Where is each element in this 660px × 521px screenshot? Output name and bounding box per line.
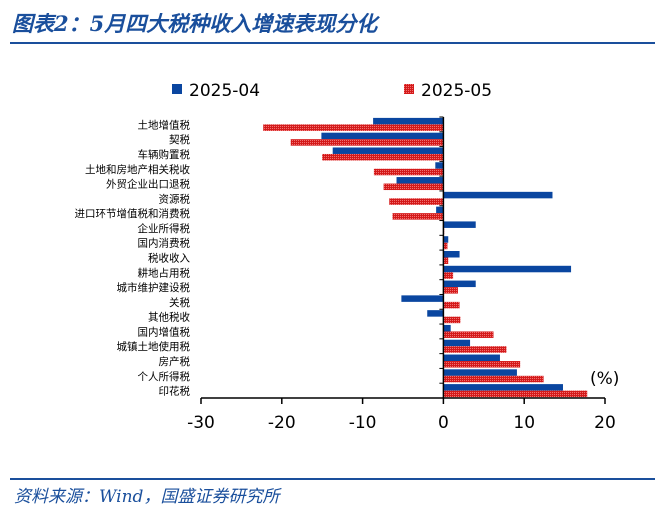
category-label: 城镇土地使用税 — [117, 340, 191, 353]
category-label: 资源税 — [159, 192, 191, 205]
bar-2025-04 — [443, 339, 471, 347]
legend-label: 2025-05 — [421, 81, 492, 101]
bar-2025-05 — [443, 287, 458, 294]
bar-2025-05 — [443, 331, 494, 338]
category-label: 车辆购置税 — [138, 148, 191, 161]
legend-label: 2025-04 — [189, 81, 260, 101]
category-label: 关税 — [169, 296, 190, 309]
category-label: 税收收入 — [148, 252, 190, 265]
bar-2025-05 — [373, 168, 444, 176]
bar-2025-04 — [396, 177, 444, 184]
bar-2025-05 — [263, 124, 444, 131]
category-label: 其他税收 — [148, 311, 190, 324]
bar-2025-05 — [443, 257, 449, 264]
title-divider — [10, 42, 655, 44]
x-tick-label: 0 — [438, 413, 449, 433]
bar-2025-04 — [443, 369, 517, 376]
category-label: 进口环节增值税和消费税 — [75, 207, 191, 220]
bar-2025-05 — [389, 198, 444, 205]
unit-label: (%) — [590, 369, 619, 389]
legend-swatch — [172, 84, 182, 94]
bar-2025-04 — [443, 354, 500, 362]
bar-2025-05 — [443, 346, 507, 353]
category-label: 土地和房地产相关税收 — [85, 163, 190, 176]
category-label: 印花税 — [159, 385, 191, 398]
chart-title: 图表2：5月四大税种收入增速表现分化 — [12, 11, 378, 36]
bar-2025-04 — [443, 324, 451, 332]
x-tick-label: -10 — [349, 413, 377, 433]
bar-2025-05 — [392, 213, 444, 220]
bar-2025-04 — [401, 295, 444, 302]
x-tick-label: 10 — [513, 413, 535, 433]
source-note: 资料来源：Wind，国盛证券研究所 — [14, 487, 280, 507]
bar-2025-05 — [443, 361, 521, 368]
bar-2025-04 — [435, 162, 444, 169]
footer-divider — [10, 478, 655, 480]
category-label: 个人所得税 — [138, 370, 191, 383]
bar-2025-04 — [443, 236, 449, 243]
x-tick-label: -20 — [268, 413, 296, 433]
bar-2025-05 — [383, 183, 444, 191]
category-label: 土地增值税 — [138, 118, 191, 131]
bar-2025-05 — [443, 316, 461, 324]
bar-2025-05 — [322, 153, 444, 161]
bar-2025-04 — [443, 280, 476, 288]
bar-2025-04 — [332, 147, 444, 154]
category-label: 外贸企业出口退税 — [106, 178, 190, 191]
x-tick-label: -30 — [187, 413, 215, 433]
bar-2025-05 — [443, 272, 454, 279]
bar-2025-05 — [443, 390, 588, 398]
bar-2025-05 — [443, 242, 448, 250]
bar-2025-04 — [427, 310, 444, 317]
category-label: 国内增值税 — [138, 325, 191, 338]
bar-2025-04 — [443, 191, 553, 199]
category-label: 房产税 — [159, 355, 191, 368]
category-label: 耕地占用税 — [138, 266, 191, 279]
category-label: 城市维护建设税 — [117, 281, 191, 294]
bar-2025-04 — [373, 117, 444, 125]
bar-2025-04 — [436, 206, 444, 214]
bar-2025-05 — [443, 301, 460, 309]
bar-2025-04 — [443, 265, 572, 273]
bar-2025-04 — [443, 221, 476, 228]
x-tick-label: 20 — [594, 413, 616, 433]
category-label: 国内消费税 — [138, 237, 191, 250]
bar-2025-04 — [443, 384, 563, 391]
bar-2025-04 — [443, 251, 460, 258]
category-label: 契税 — [169, 133, 190, 146]
category-label: 企业所得税 — [138, 222, 191, 235]
legend-swatch — [404, 84, 414, 94]
bar-2025-05 — [290, 139, 444, 146]
bar-2025-05 — [443, 375, 544, 383]
bar-2025-04 — [321, 132, 444, 140]
